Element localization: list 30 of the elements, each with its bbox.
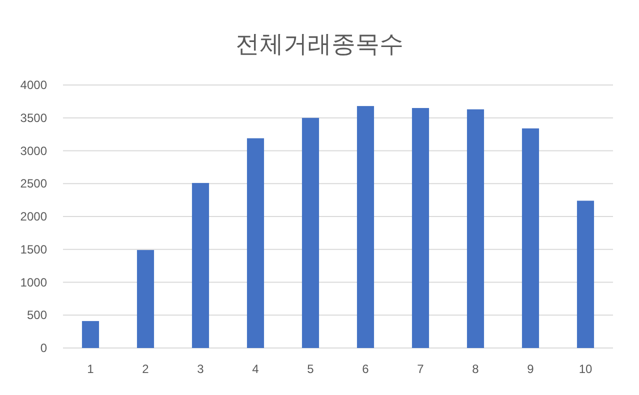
bar [246,138,264,348]
x-tick-label: 1 [87,362,94,376]
x-tick-label: 7 [417,362,424,376]
x-tick-label: 8 [472,362,480,376]
x-tick-label: 5 [307,362,314,376]
y-tick-label: 500 [26,308,48,322]
x-tick-label: 4 [252,362,260,376]
bar [82,321,100,348]
x-tick-label: 10 [578,362,592,376]
chart-title: 전체거래종목수 [236,31,404,58]
x-tick-label: 3 [197,362,204,376]
x-tick-label: 6 [362,362,370,376]
bar [302,118,320,348]
bar [356,106,374,348]
y-tick-label: 2500 [20,176,48,191]
y-tick-label: 1000 [20,275,48,290]
bar [576,200,594,348]
y-tick-label: 0 [40,341,48,355]
y-tick-label: 4000 [20,78,48,92]
y-tick-label: 2000 [20,210,48,224]
y-tick-label: 3000 [20,144,48,158]
x-tick-label: 2 [142,362,150,376]
x-tick-label: 9 [527,362,534,376]
y-tick-label: 3500 [20,110,48,125]
bar [136,250,154,348]
bar [192,182,210,348]
bar [466,109,484,348]
bar [522,128,540,348]
y-tick-label: 1500 [20,242,48,256]
bar [412,108,430,348]
